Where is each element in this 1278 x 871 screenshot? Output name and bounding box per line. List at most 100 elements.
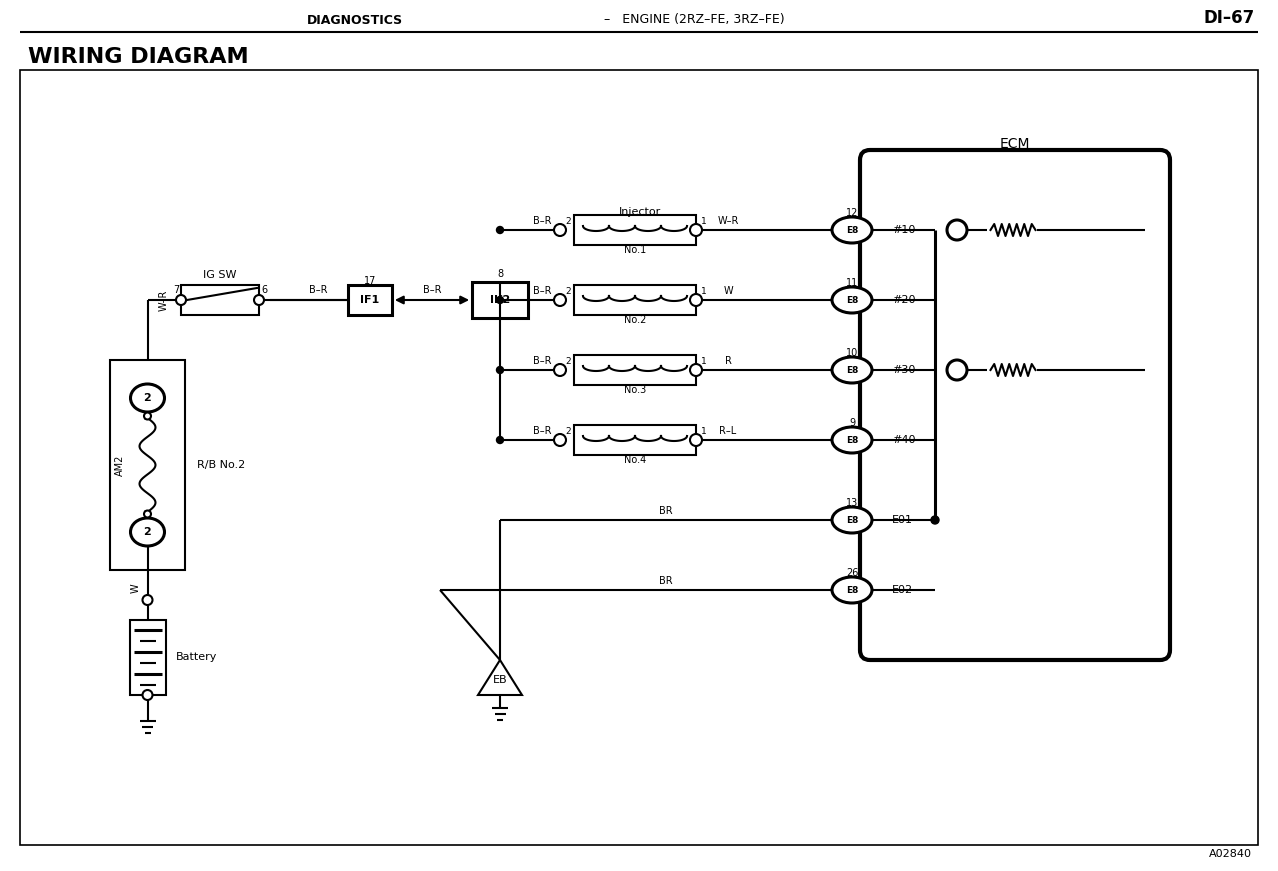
Text: W: W (130, 584, 141, 593)
Bar (472, 282, 528, 318)
Text: 6: 6 (261, 285, 267, 295)
Bar (129, 620, 165, 695)
Text: E8: E8 (846, 436, 859, 444)
Circle shape (690, 434, 702, 446)
Text: E8: E8 (846, 226, 859, 234)
Circle shape (947, 220, 967, 240)
Circle shape (690, 294, 702, 306)
Circle shape (144, 510, 151, 517)
Text: 2: 2 (565, 217, 571, 226)
Text: No.2: No.2 (624, 315, 647, 325)
Ellipse shape (832, 287, 872, 313)
Bar (181, 285, 259, 315)
Text: No.4: No.4 (624, 455, 647, 465)
Ellipse shape (832, 507, 872, 533)
Text: 11: 11 (846, 278, 858, 288)
Circle shape (930, 516, 939, 524)
Text: IK2: IK2 (489, 295, 510, 305)
Text: 17: 17 (364, 276, 376, 286)
Text: B–R: B–R (533, 286, 551, 296)
Bar (348, 285, 392, 315)
Text: BR: BR (659, 506, 672, 516)
Text: BR: BR (659, 576, 672, 586)
Bar (574, 215, 697, 245)
Text: 8: 8 (497, 269, 504, 279)
Text: E01: E01 (892, 515, 912, 525)
Text: IF1: IF1 (360, 295, 380, 305)
Text: 1: 1 (702, 427, 707, 436)
Circle shape (143, 595, 152, 605)
Circle shape (553, 364, 566, 376)
Text: Injector: Injector (619, 207, 661, 217)
Text: #30: #30 (892, 365, 915, 375)
Text: 7: 7 (173, 285, 179, 295)
Text: E8: E8 (846, 516, 859, 524)
Bar (20, 70, 1258, 845)
Circle shape (553, 224, 566, 236)
Text: A02840: A02840 (1209, 849, 1252, 859)
Circle shape (553, 434, 566, 446)
Text: 1: 1 (702, 356, 707, 366)
Text: B–R: B–R (533, 426, 551, 436)
Text: B–R: B–R (423, 285, 441, 295)
Text: AM2: AM2 (115, 455, 125, 476)
Circle shape (496, 226, 504, 233)
Text: 2: 2 (565, 287, 571, 295)
Circle shape (176, 295, 187, 305)
Text: –   ENGINE (2RZ–FE, 3RZ–FE): – ENGINE (2RZ–FE, 3RZ–FE) (599, 13, 785, 26)
Text: IG SW: IG SW (203, 270, 236, 280)
Text: 12: 12 (846, 208, 859, 218)
Text: 1: 1 (702, 217, 707, 226)
Ellipse shape (130, 518, 165, 546)
Text: W–R: W–R (158, 289, 169, 311)
Text: EB: EB (493, 675, 507, 685)
Text: B–R: B–R (533, 216, 551, 226)
Bar (574, 425, 697, 455)
Bar (110, 360, 185, 570)
Text: WIRING DIAGRAM: WIRING DIAGRAM (28, 47, 249, 67)
Text: No.1: No.1 (624, 245, 647, 255)
Text: R–L: R–L (720, 426, 736, 436)
Ellipse shape (832, 357, 872, 383)
Ellipse shape (832, 427, 872, 453)
Circle shape (254, 295, 265, 305)
Text: 10: 10 (846, 348, 858, 358)
Bar (574, 355, 697, 385)
Circle shape (496, 296, 504, 303)
Ellipse shape (832, 577, 872, 603)
Text: E8: E8 (846, 295, 859, 305)
Text: 2: 2 (565, 427, 571, 436)
Text: #40: #40 (892, 435, 915, 445)
Text: R: R (725, 356, 731, 366)
Circle shape (553, 294, 566, 306)
Text: 1: 1 (702, 287, 707, 295)
Text: 26: 26 (846, 568, 859, 578)
Text: DI–67: DI–67 (1204, 9, 1255, 27)
Circle shape (143, 690, 152, 700)
Text: #20: #20 (892, 295, 915, 305)
Circle shape (947, 360, 967, 380)
Text: ECM: ECM (999, 137, 1030, 151)
Text: B–R: B–R (533, 356, 551, 366)
Text: DIAGNOSTICS: DIAGNOSTICS (307, 13, 403, 26)
Text: Battery: Battery (175, 652, 217, 662)
Text: W–R: W–R (717, 216, 739, 226)
Text: E8: E8 (846, 585, 859, 595)
Text: 2: 2 (565, 356, 571, 366)
Text: No.3: No.3 (624, 385, 647, 395)
Circle shape (690, 224, 702, 236)
Text: 2: 2 (143, 393, 151, 403)
Text: 9: 9 (849, 418, 855, 428)
Ellipse shape (832, 217, 872, 243)
Circle shape (144, 413, 151, 420)
Text: B–R: B–R (309, 285, 327, 295)
Circle shape (496, 367, 504, 374)
Text: 2: 2 (143, 527, 151, 537)
Text: E02: E02 (892, 585, 912, 595)
Circle shape (690, 364, 702, 376)
Text: W: W (723, 286, 732, 296)
Text: R/B No.2: R/B No.2 (197, 460, 245, 470)
Ellipse shape (130, 384, 165, 412)
Bar (574, 285, 697, 315)
Circle shape (496, 436, 504, 443)
